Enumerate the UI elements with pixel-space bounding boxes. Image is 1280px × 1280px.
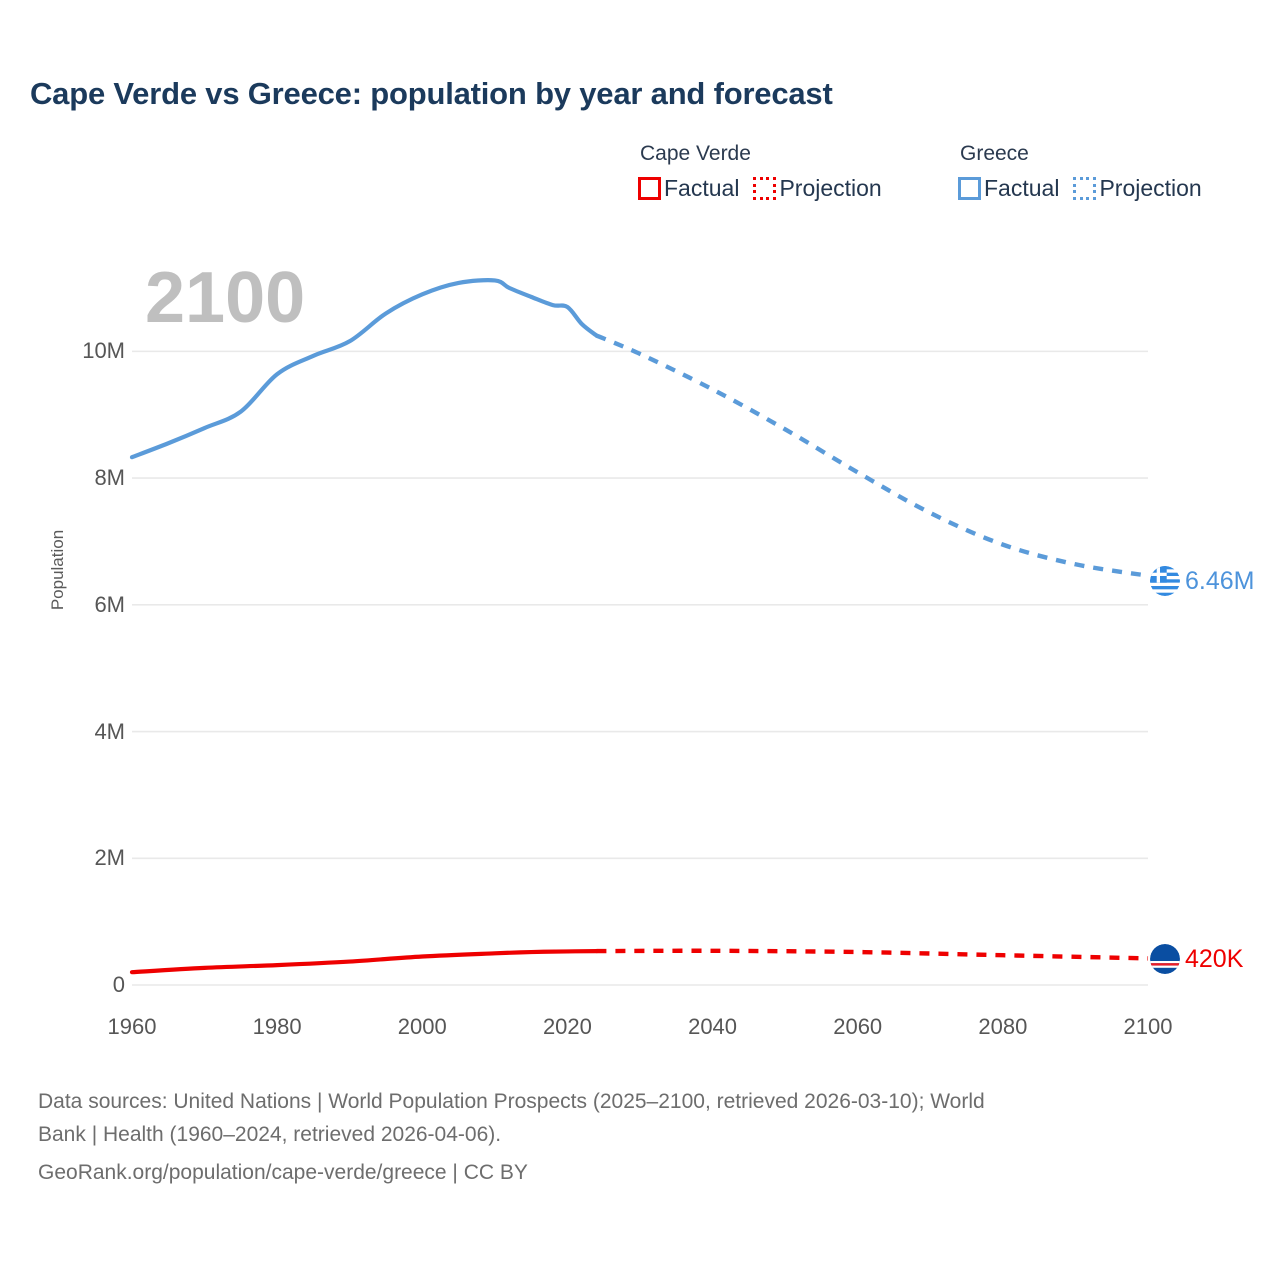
line-factual-cape-verde (129, 949, 599, 975)
legend-swatch-solid-icon (958, 177, 981, 200)
series-lines (129, 278, 1149, 975)
legend-label-greece-projection: Projection (1099, 175, 1202, 201)
endpoint-label-greece: 6.46M (1150, 566, 1254, 596)
y-axis-ticks: 0 2M 4M 6M 8M 10M (0, 0, 125, 1280)
footer-line-1: Data sources: United Nations | World Pop… (38, 1090, 985, 1113)
footer-sources: Data sources: United Nations | World Pop… (38, 1086, 1238, 1190)
line-factual-greece (129, 278, 599, 460)
legend-label-cape-verde-factual: Factual (664, 175, 740, 201)
line-projection-greece (595, 333, 1149, 578)
x-tick-label: 2060 (833, 1014, 883, 1039)
greece-flag-icon (1150, 566, 1180, 596)
legend-swatch-dotted-icon (753, 177, 777, 200)
year-watermark: 2100 (145, 258, 306, 338)
x-tick-label: 2040 (688, 1014, 738, 1039)
cape-verde-flag-icon (1150, 944, 1180, 974)
y-tick-label: 4M (94, 718, 125, 744)
x-tick-label: 2020 (542, 1014, 592, 1039)
legend-label-cape-verde-projection: Projection (779, 175, 882, 201)
endpoint-value-cape-verde: 420K (1185, 944, 1244, 973)
x-tick-label: 1960 (107, 1014, 157, 1039)
x-tick-label: 2000 (397, 1014, 447, 1039)
endpoint-label-cape-verde: 420K (1150, 944, 1243, 974)
y-tick-label: 6M (94, 591, 125, 617)
line-projection-cape-verde (596, 948, 1149, 961)
footer-line-3[interactable]: GeoRank.org/population/cape-verde/greece… (38, 1161, 528, 1185)
endpoint-value-greece: 6.46M (1185, 566, 1255, 595)
x-tick-label: 1980 (252, 1014, 302, 1039)
y-axis-label: Population (48, 529, 67, 611)
legend-item-greece-projection[interactable]: Projection (1073, 175, 1202, 202)
y-tick-label: 0 (112, 972, 125, 997)
page-title: Cape Verde vs Greece: population by year… (30, 76, 833, 111)
gridlines (132, 350, 1148, 986)
x-tick-label: 2100 (1123, 1014, 1173, 1039)
footer-line-2: Bank | Health (1960–2024, retrieved 2026… (38, 1122, 502, 1146)
legend-item-cape-verde-factual[interactable]: Factual (638, 175, 739, 202)
y-tick-label: 2M (94, 845, 125, 871)
legend-item-greece-factual[interactable]: Factual (958, 175, 1059, 202)
legend-item-cape-verde-projection[interactable]: Projection (753, 175, 882, 202)
legend-swatch-solid-icon (638, 177, 661, 200)
legend-group-greece: Greece Factual Projection (958, 142, 1202, 202)
legend-swatch-dotted-icon (1073, 177, 1097, 200)
legend-label-greece-factual: Factual (984, 175, 1060, 201)
chart-legend: Cape Verde Factual Projection Greece Fac… (638, 142, 1258, 222)
legend-heading-cape-verde: Cape Verde (640, 142, 751, 165)
legend-heading-greece: Greece (960, 142, 1029, 165)
legend-group-cape-verde: Cape Verde Factual Projection (638, 142, 882, 202)
y-tick-label: 8M (94, 465, 125, 491)
y-tick-label: 10M (82, 338, 125, 364)
x-tick-label: 2080 (978, 1014, 1028, 1039)
